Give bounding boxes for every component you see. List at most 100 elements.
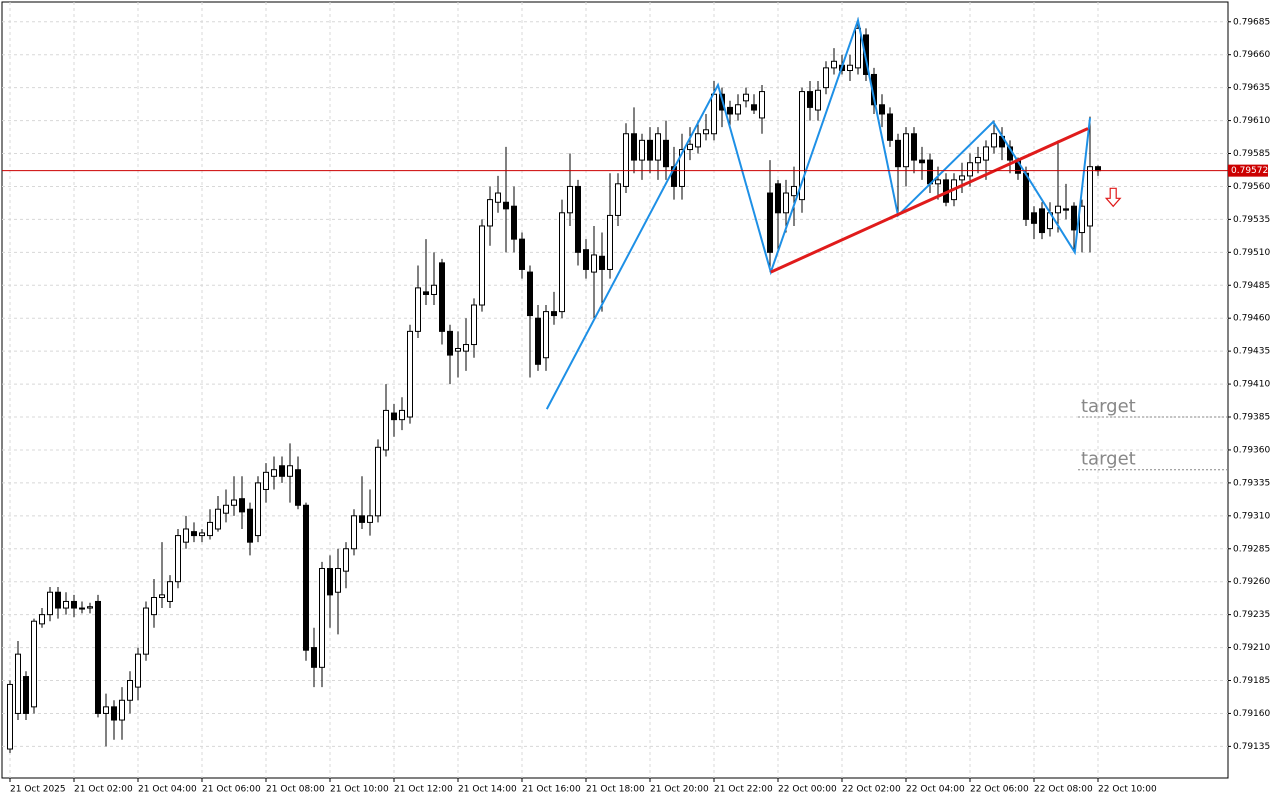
- y-tick-label: 0.79360: [1233, 445, 1270, 455]
- candle-body: [935, 179, 941, 185]
- y-tick-label: 0.79160: [1233, 709, 1270, 719]
- x-tick-label: 21 Oct 2025: [10, 785, 66, 795]
- candle-body: [175, 535, 181, 583]
- candle-body: [983, 146, 989, 161]
- candle-body: [911, 133, 917, 161]
- candle-body: [151, 597, 157, 616]
- candle-body: [111, 706, 117, 721]
- candle-body: [423, 291, 429, 295]
- candle-body: [735, 104, 741, 115]
- candle-body: [847, 64, 853, 72]
- x-tick-label: 21 Oct 04:00: [138, 785, 197, 795]
- candle-body: [639, 139, 645, 161]
- candle-body: [383, 409, 389, 451]
- y-tick-label: 0.79285: [1233, 544, 1270, 554]
- y-tick-label: 0.79260: [1233, 577, 1270, 587]
- candle-body: [711, 93, 717, 135]
- candle-body: [335, 568, 341, 593]
- candle-body: [535, 317, 541, 365]
- candle-body: [399, 409, 405, 421]
- x-tick-label: 21 Oct 06:00: [202, 785, 261, 795]
- y-tick-label: 0.79460: [1233, 314, 1270, 324]
- candle-body: [143, 607, 149, 655]
- y-tick-label: 0.79585: [1233, 149, 1270, 159]
- candle-body: [239, 498, 245, 513]
- x-tick-label: 22 Oct 00:00: [778, 785, 837, 795]
- candle-body: [575, 185, 581, 253]
- plot-frame: [1, 1, 1229, 779]
- candle-body: [119, 699, 125, 721]
- candle-body: [391, 412, 397, 421]
- y-tick-label: 0.79385: [1233, 413, 1270, 423]
- candle-body: [879, 104, 885, 115]
- candle-body: [799, 91, 805, 201]
- candle-body: [39, 614, 45, 625]
- y-tick-label: 0.79510: [1233, 248, 1270, 258]
- candle-body: [167, 581, 173, 602]
- current-price-box: [1228, 164, 1268, 177]
- candle-body: [623, 133, 629, 187]
- candle-body: [751, 104, 757, 111]
- candle-body: [295, 469, 301, 506]
- candle-body: [1055, 205, 1061, 214]
- candle-body: [903, 133, 909, 168]
- candle-body: [823, 67, 829, 89]
- candle-body: [695, 133, 701, 148]
- candle-body: [975, 156, 981, 164]
- candle-body: [15, 653, 21, 714]
- candle-body: [887, 113, 893, 141]
- candle-body: [967, 162, 973, 177]
- candle-body: [191, 531, 197, 537]
- candle-body: [415, 287, 421, 332]
- x-tick-label: 21 Oct 14:00: [458, 785, 517, 795]
- y-tick-label: 0.79185: [1233, 676, 1270, 686]
- candle-body: [495, 192, 501, 203]
- candle-body: [351, 515, 357, 550]
- candle-body: [447, 330, 453, 356]
- candle-body: [207, 521, 213, 537]
- x-tick-label: 21 Oct 12:00: [394, 785, 453, 795]
- candle-body: [1063, 208, 1069, 211]
- drawings: target target: [2, 16, 1228, 471]
- candle-body: [519, 238, 525, 270]
- grid: [2, 2, 1228, 778]
- candle-body: [791, 185, 797, 197]
- candle-body: [615, 183, 621, 216]
- candle-body: [815, 89, 821, 111]
- y-tick-label: 0.79610: [1233, 116, 1270, 126]
- candle-body: [287, 465, 293, 477]
- candle-body: [743, 93, 749, 102]
- x-tick-label: 22 Oct 04:00: [906, 785, 965, 795]
- candle-body: [303, 504, 309, 651]
- candle-body: [255, 482, 261, 537]
- candle-body: [471, 304, 477, 346]
- candle-body: [271, 469, 277, 477]
- y-tick-label: 0.79410: [1233, 380, 1270, 390]
- candle-body: [767, 192, 773, 253]
- candle-body: [959, 175, 965, 181]
- candle-body: [511, 205, 517, 240]
- candle-body: [319, 568, 325, 668]
- candle-body: [655, 133, 661, 161]
- y-tick-label: 0.79660: [1233, 50, 1270, 60]
- candle-body: [679, 149, 685, 187]
- y-tick-label: 0.79135: [1233, 742, 1270, 752]
- candle-body: [159, 594, 165, 599]
- candle-body: [439, 262, 445, 332]
- candle-body: [567, 185, 573, 214]
- axes: 0.79685 0.79660 0.79635 0.79610 0.79585 0.795…: [9, 17, 1270, 795]
- trend-line: [545, 16, 1091, 410]
- y-tick-label: 0.79210: [1233, 643, 1270, 653]
- candle-body: [991, 133, 997, 148]
- candle-body: [95, 600, 101, 714]
- x-tick-label: 21 Oct 20:00: [650, 785, 709, 795]
- x-tick-label: 21 Oct 02:00: [74, 785, 133, 795]
- candle-body: [783, 192, 789, 214]
- y-tick-label: 0.79560: [1233, 182, 1270, 192]
- candle-body: [7, 683, 13, 750]
- candle-body: [687, 143, 693, 151]
- candle-body: [215, 508, 221, 530]
- target-label: target: [1081, 396, 1136, 417]
- x-tick-label: 22 Oct 02:00: [842, 785, 901, 795]
